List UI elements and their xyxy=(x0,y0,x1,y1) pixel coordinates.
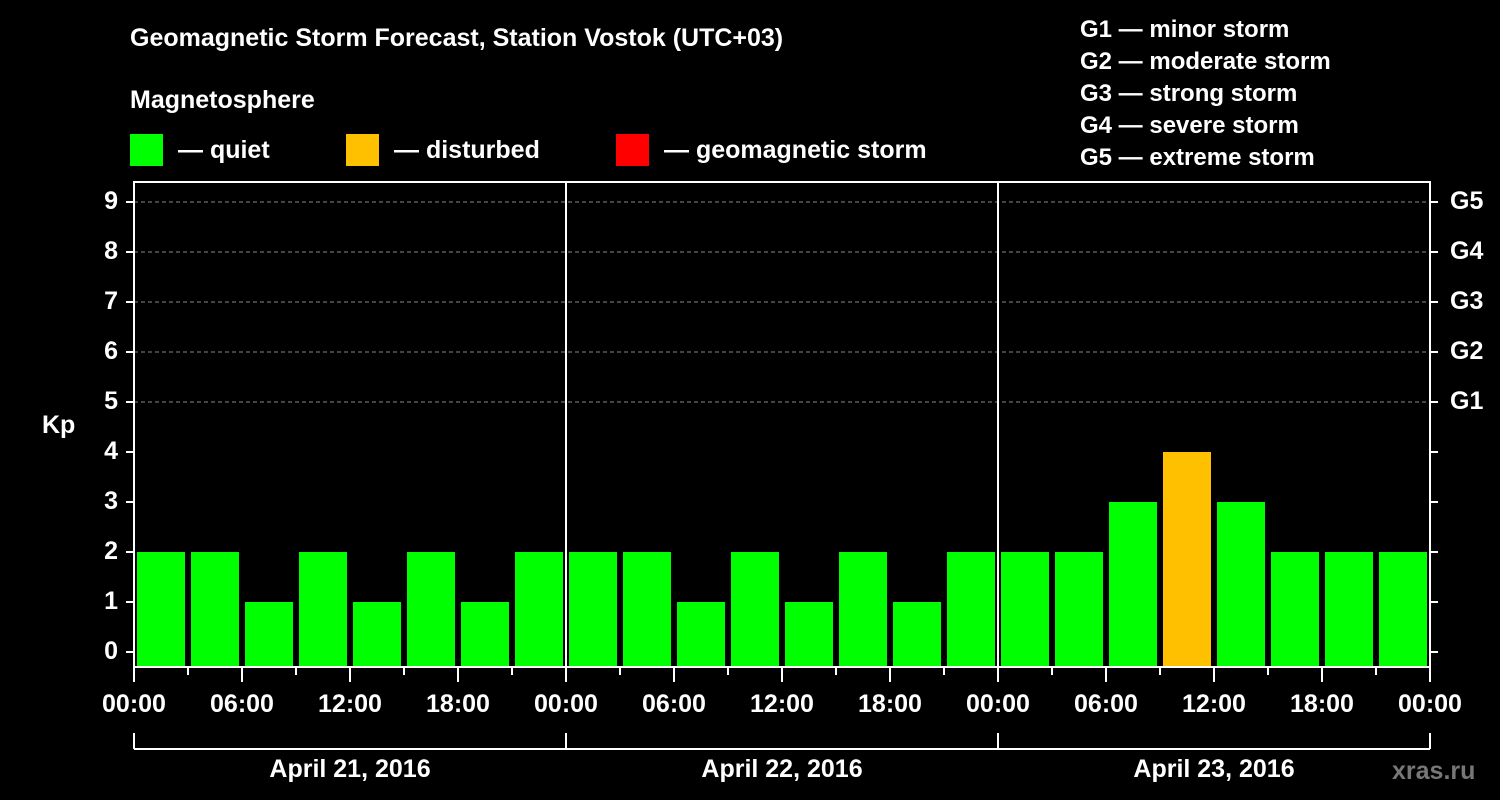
storm-scale-g5: G5 — extreme storm xyxy=(1080,144,1315,171)
y-tick-label: 4 xyxy=(104,437,118,465)
x-tick-label: 12:00 xyxy=(1182,690,1246,718)
storm-scale-g4: G4 — severe storm xyxy=(1080,112,1299,139)
x-tick-label: 06:00 xyxy=(210,690,274,718)
x-tick-label: 00:00 xyxy=(534,690,598,718)
kp-bar xyxy=(1163,452,1211,667)
kp-bar xyxy=(461,602,509,667)
day-label: April 21, 2016 xyxy=(269,755,431,783)
y-tick-label: 1 xyxy=(104,587,118,615)
kp-bar xyxy=(569,552,617,667)
kp-bar xyxy=(407,552,455,667)
g-scale-label: G4 xyxy=(1450,237,1484,265)
kp-bar xyxy=(191,552,239,667)
storm-scale-g2: G2 — moderate storm xyxy=(1080,48,1331,75)
legend-title: Magnetosphere xyxy=(130,86,315,114)
y-tick-label: 2 xyxy=(104,537,118,565)
kp-bar xyxy=(137,552,185,667)
kp-bar xyxy=(731,552,779,667)
g-scale-label: G5 xyxy=(1450,187,1484,215)
y-axis-label: Kp xyxy=(42,411,76,439)
y-tick-label: 3 xyxy=(104,487,118,515)
kp-bar xyxy=(1001,552,1049,667)
kp-bar xyxy=(1379,552,1427,667)
y-tick-label: 5 xyxy=(104,387,118,415)
day-label: April 22, 2016 xyxy=(701,755,863,783)
legend-quiet: — quiet xyxy=(130,134,270,166)
x-tick-label: 00:00 xyxy=(966,690,1030,718)
x-tick-label: 18:00 xyxy=(426,690,490,718)
legend-label: — disturbed xyxy=(394,135,540,164)
legend-label: — geomagnetic storm xyxy=(664,135,927,164)
y-tick-label: 9 xyxy=(104,187,118,215)
legend-label: — quiet xyxy=(178,135,270,164)
kp-bar xyxy=(623,552,671,667)
g-scale-label: G1 xyxy=(1450,387,1484,415)
legend-disturbed: — disturbed xyxy=(346,134,540,166)
storm-scale-g1: G1 — minor storm xyxy=(1080,16,1290,43)
x-tick-label: 06:00 xyxy=(642,690,706,718)
disturbed-swatch xyxy=(346,134,379,166)
day-label: April 23, 2016 xyxy=(1133,755,1295,783)
kp-bar xyxy=(677,602,725,667)
x-tick-label: 00:00 xyxy=(1398,690,1462,718)
kp-bar xyxy=(893,602,941,667)
chart-title: Geomagnetic Storm Forecast, Station Vost… xyxy=(130,24,784,52)
legend-storm: — geomagnetic storm xyxy=(616,134,927,166)
y-tick-label: 7 xyxy=(104,287,118,315)
x-tick-label: 12:00 xyxy=(750,690,814,718)
x-tick-label: 00:00 xyxy=(102,690,166,718)
kp-bar xyxy=(1217,502,1265,667)
storm-swatch xyxy=(616,134,649,166)
g-scale-label: G2 xyxy=(1450,337,1484,365)
kp-bar xyxy=(353,602,401,667)
kp-bar xyxy=(515,552,563,667)
y-tick-label: 8 xyxy=(104,237,118,265)
kp-bar xyxy=(245,602,293,667)
x-tick-label: 12:00 xyxy=(318,690,382,718)
storm-scale-g3: G3 — strong storm xyxy=(1080,80,1298,107)
g-scale-label: G3 xyxy=(1450,287,1484,315)
kp-bar xyxy=(785,602,833,667)
storm-scale-legend: G1 — minor storm G2 — moderate storm G3 … xyxy=(1080,14,1331,174)
watermark: xras.ru xyxy=(1392,757,1476,785)
kp-bar xyxy=(1271,552,1319,667)
x-tick-label: 18:00 xyxy=(1290,690,1354,718)
kp-bar xyxy=(1325,552,1373,667)
x-tick-label: 06:00 xyxy=(1074,690,1138,718)
kp-bar xyxy=(839,552,887,667)
quiet-swatch xyxy=(130,134,163,166)
y-tick-label: 0 xyxy=(104,637,118,665)
x-tick-label: 18:00 xyxy=(858,690,922,718)
kp-bar xyxy=(299,552,347,667)
kp-bar xyxy=(1055,552,1103,667)
y-tick-label: 6 xyxy=(104,337,118,365)
kp-bar xyxy=(1109,502,1157,667)
kp-bar xyxy=(947,552,995,667)
